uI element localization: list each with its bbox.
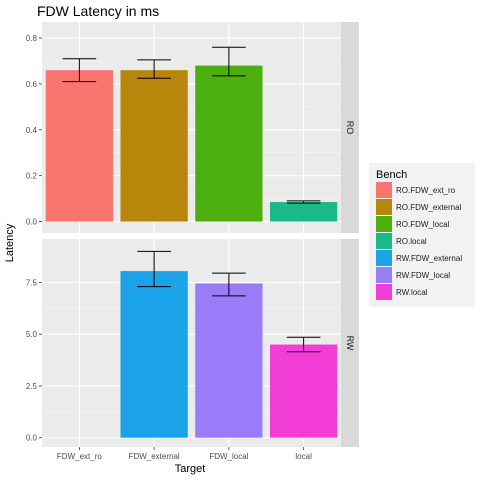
legend-title: Bench (376, 169, 407, 181)
y-tick-label: 0.6 (26, 80, 38, 89)
legend-swatch (376, 216, 392, 232)
bar (269, 344, 338, 438)
legend-label: RW.FDW_external (396, 254, 462, 263)
y-tick-label: 0.4 (26, 126, 38, 135)
facets-layer: 0.0 0.2 0.4 0.6 0.8 RO 0.0 2.5 5.0 7.5 RW FDW_ext_r… (26, 22, 359, 461)
legend-swatch (376, 267, 392, 283)
bar (269, 202, 338, 222)
legend-swatch (376, 250, 392, 266)
bar (45, 70, 114, 222)
legend-label: RO.FDW_ext_ro (396, 186, 456, 195)
bar (120, 70, 188, 222)
x-tick-label: FDW_ext_ro (57, 452, 102, 461)
x-tick-label: local (295, 452, 312, 461)
y-tick-label: 0.8 (26, 34, 38, 43)
legend-label: RO.FDW_external (396, 203, 462, 212)
bar (120, 271, 188, 438)
legend-swatch (376, 233, 392, 249)
legend-label: RO.FDW_local (396, 220, 450, 229)
facet-panel: 0.0 0.2 0.4 0.6 0.8 RO (26, 22, 359, 233)
legend-label: RO.local (396, 237, 427, 246)
y-tick-label: 0.0 (26, 218, 38, 227)
legend-swatch (376, 199, 392, 215)
y-axis-label: Latency (4, 223, 16, 262)
chart-title: FDW Latency in ms (37, 3, 159, 19)
legend-label: RW.local (396, 288, 428, 297)
y-tick-label: 0.2 (26, 172, 38, 181)
legend-swatch (376, 284, 392, 300)
x-tick-label: FDW_local (209, 452, 248, 461)
legend: Bench RO.FDW_ext_ro RO.FDW_external RO.FDW… (369, 163, 475, 307)
bar (195, 283, 263, 438)
y-tick-label: 0.0 (26, 434, 38, 443)
y-tick-label: 2.5 (26, 382, 38, 391)
facet-strip (341, 22, 359, 233)
legend-swatch (376, 182, 392, 198)
y-tick-label: 7.5 (26, 278, 38, 287)
facet-strip-label: RO (345, 121, 355, 135)
facet-strip (341, 239, 359, 447)
facet-strip-label: RW (345, 336, 355, 351)
bar (195, 65, 263, 222)
x-axis-label: Target (175, 463, 206, 475)
y-tick-label: 5.0 (26, 330, 38, 339)
facet-panel: 0.0 2.5 5.0 7.5 RW (26, 239, 359, 447)
x-tick-label: FDW_external (129, 452, 180, 461)
legend-label: RW.FDW_local (396, 271, 450, 280)
